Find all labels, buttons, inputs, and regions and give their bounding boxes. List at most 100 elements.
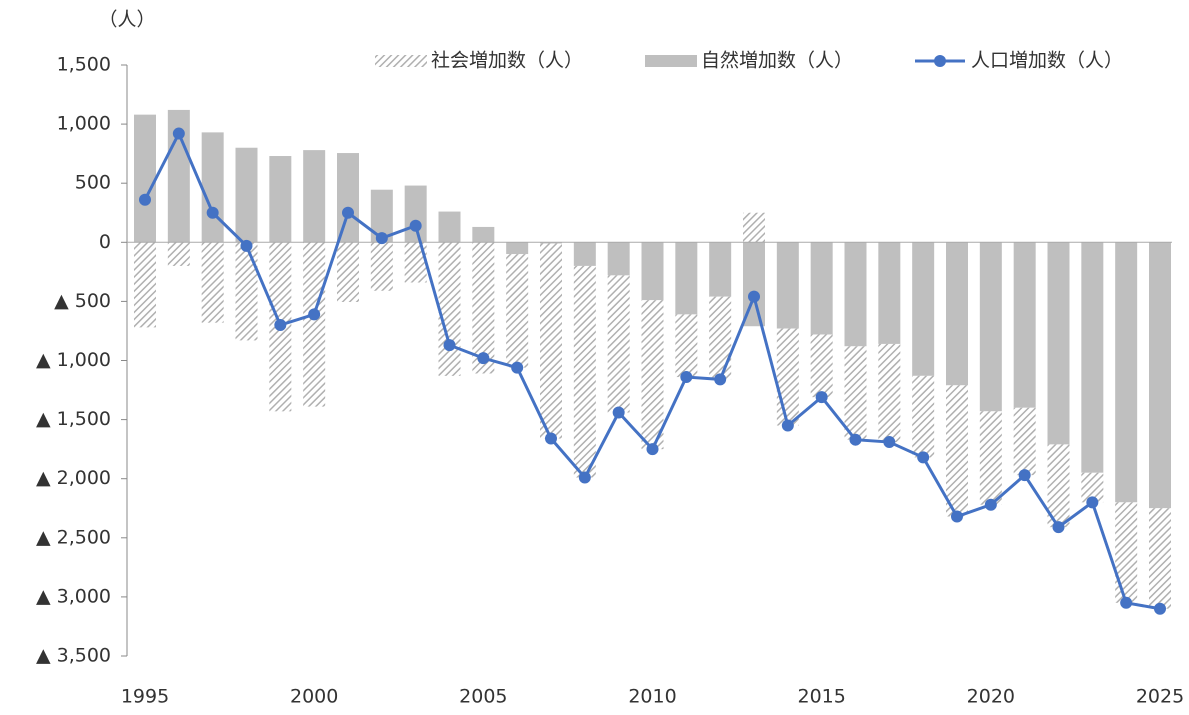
marker (240, 239, 253, 252)
bar (303, 242, 326, 407)
bar (776, 328, 799, 426)
y-tick-label: 0 (99, 231, 111, 253)
y-tick-label: 500 (75, 172, 111, 194)
marker (748, 290, 760, 303)
bar (979, 242, 1002, 412)
bar (641, 242, 664, 301)
marker (511, 361, 524, 374)
bar (337, 153, 359, 243)
marker (172, 127, 185, 140)
bar (1047, 444, 1070, 528)
bar (404, 242, 427, 283)
bar (912, 375, 935, 458)
bar (269, 156, 292, 243)
legend-swatch (934, 55, 946, 67)
marker (612, 406, 625, 419)
marker (274, 319, 287, 332)
y-tick-label: ▲ 3,000 (36, 585, 111, 607)
bar (134, 242, 156, 328)
y-unit-label: （人） (98, 9, 155, 31)
y-tick-label: ▲ 1,000 (36, 349, 111, 371)
marker (815, 391, 828, 404)
y-tick-label: ▲ 2,500 (36, 526, 111, 548)
marker (984, 498, 997, 511)
bar (573, 242, 596, 266)
marker (578, 471, 591, 484)
marker (477, 352, 490, 365)
bar (1013, 407, 1036, 476)
bar (472, 226, 495, 243)
marker (951, 510, 963, 523)
bar (540, 242, 562, 244)
bar (641, 300, 664, 450)
marker (1154, 602, 1166, 615)
bar (1081, 242, 1104, 473)
marker (1018, 469, 1031, 482)
y-tick-label: ▲ 500 (54, 290, 111, 312)
x-tick-label: 2005 (459, 686, 507, 708)
bar (743, 212, 765, 243)
marker (308, 308, 321, 321)
bar (810, 334, 833, 398)
bar (946, 242, 968, 386)
bar (709, 242, 732, 297)
marker (1086, 496, 1099, 509)
bar (844, 242, 867, 347)
bar (370, 242, 393, 291)
bar (1115, 242, 1138, 503)
bar (1115, 502, 1138, 603)
marker (409, 219, 422, 232)
x-tick-label: 1995 (121, 686, 169, 708)
marker (883, 436, 896, 449)
bar (337, 242, 359, 302)
bar (878, 343, 901, 443)
bar (844, 346, 867, 440)
bar (878, 242, 901, 344)
legend-swatch (375, 55, 427, 67)
marker (1120, 596, 1133, 609)
bar (370, 189, 393, 243)
marker (680, 371, 693, 384)
legend-label: 人口増加数（人） (971, 50, 1123, 72)
bar (404, 185, 427, 243)
x-tick-label: 2020 (967, 686, 1015, 708)
bar (675, 314, 698, 378)
marker (646, 443, 659, 456)
y-tick-label: ▲ 1,500 (36, 408, 111, 430)
bar (540, 243, 562, 439)
legend-swatch (645, 55, 697, 67)
legend-label: 自然増加数（人） (701, 50, 853, 72)
marker (781, 419, 794, 432)
bar (573, 265, 596, 478)
legend-label: 社会増加数（人） (431, 50, 583, 72)
bar (167, 242, 190, 266)
y-tick-label: 1,000 (57, 113, 111, 135)
marker (849, 433, 862, 446)
marker (545, 432, 557, 445)
bar (201, 242, 224, 323)
marker (342, 206, 354, 219)
x-tick-label: 2000 (290, 686, 338, 708)
bar (776, 242, 799, 329)
bar (472, 242, 495, 374)
y-tick-label: ▲ 3,500 (36, 645, 111, 667)
bar (1149, 508, 1171, 609)
bar (506, 242, 529, 255)
bar (810, 242, 833, 335)
bar (134, 114, 156, 243)
y-tick-label: 1,500 (57, 54, 111, 76)
bar (235, 242, 258, 341)
marker (443, 339, 456, 352)
marker (714, 373, 727, 386)
marker (139, 193, 151, 206)
x-tick-label: 2025 (1136, 686, 1184, 708)
bar (303, 150, 326, 243)
bar (1013, 242, 1036, 408)
bar (607, 242, 630, 276)
marker (1052, 521, 1065, 534)
y-tick-label: ▲ 2,000 (36, 467, 111, 489)
bar (946, 385, 968, 517)
marker (206, 206, 219, 219)
x-tick-label: 2015 (797, 686, 845, 708)
